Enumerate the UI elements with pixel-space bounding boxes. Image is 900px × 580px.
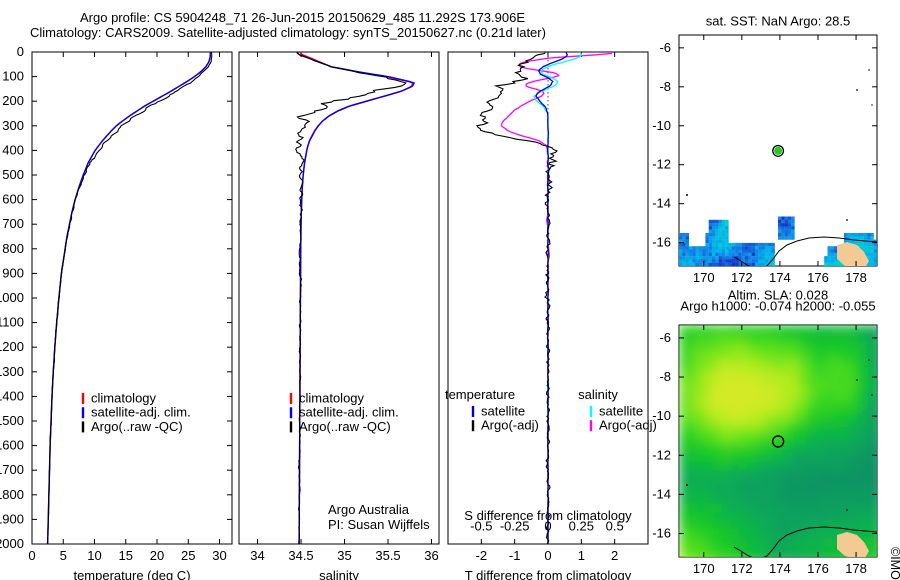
svg-text:climatology: climatology xyxy=(299,391,365,406)
svg-text:34: 34 xyxy=(250,548,264,563)
svg-text:salinity: salinity xyxy=(319,568,359,580)
svg-text:©IMOS 05-Jul-2015 20:40:15: ©IMOS 05-Jul-2015 20:40:15 xyxy=(888,547,900,580)
svg-text:0: 0 xyxy=(17,44,24,59)
svg-text:Argo Australia: Argo Australia xyxy=(328,502,410,517)
svg-text:700: 700 xyxy=(2,216,24,231)
svg-text:Argo(-adj): Argo(-adj) xyxy=(599,418,657,433)
svg-text:170: 170 xyxy=(693,270,715,285)
svg-text:1200: 1200 xyxy=(0,339,24,354)
svg-text:Argo(-adj): Argo(-adj) xyxy=(481,418,539,433)
svg-text:-14: -14 xyxy=(652,486,671,501)
svg-text:1600: 1600 xyxy=(0,438,24,453)
svg-text:-8: -8 xyxy=(659,79,671,94)
svg-text:-8: -8 xyxy=(659,369,671,384)
svg-text:174: 174 xyxy=(769,561,791,576)
svg-text:800: 800 xyxy=(2,241,24,256)
svg-text:0: 0 xyxy=(28,548,35,563)
svg-text:30: 30 xyxy=(212,548,226,563)
svg-text:sat. SST: NaN Argo: 28.5: sat. SST: NaN Argo: 28.5 xyxy=(706,14,851,29)
svg-text:1700: 1700 xyxy=(0,462,24,477)
svg-text:1500: 1500 xyxy=(0,413,24,428)
svg-text:Argo h1000: -0.074 h2000: -0.0: Argo h1000: -0.074 h2000: -0.055 xyxy=(680,298,875,313)
svg-text:-0.5: -0.5 xyxy=(470,519,492,534)
svg-text:900: 900 xyxy=(2,265,24,280)
svg-text:-10: -10 xyxy=(652,118,671,133)
svg-text:temperature: temperature xyxy=(445,387,515,402)
svg-text:-10: -10 xyxy=(652,408,671,423)
svg-text:salinity: salinity xyxy=(578,387,618,402)
svg-text:1: 1 xyxy=(578,548,585,563)
svg-text:500: 500 xyxy=(2,167,24,182)
svg-text:Argo profile: CS 5904248_71 26: Argo profile: CS 5904248_71 26-Jun-2015 … xyxy=(80,10,525,25)
svg-text:178: 178 xyxy=(845,270,867,285)
svg-text:0.25: 0.25 xyxy=(569,519,594,534)
svg-text:34.5: 34.5 xyxy=(288,548,313,563)
svg-text:-12: -12 xyxy=(652,447,671,462)
svg-text:100: 100 xyxy=(2,69,24,84)
svg-text:-0.25: -0.25 xyxy=(500,519,530,534)
svg-text:0: 0 xyxy=(544,548,551,563)
svg-text:-1: -1 xyxy=(509,548,521,563)
svg-text:-2: -2 xyxy=(476,548,488,563)
svg-text:Argo(..raw -QC): Argo(..raw -QC) xyxy=(91,419,183,434)
svg-text:2: 2 xyxy=(611,548,618,563)
svg-text:T difference from climatology: T difference from climatology xyxy=(465,568,632,580)
svg-text:172: 172 xyxy=(731,270,753,285)
svg-text:1900: 1900 xyxy=(0,511,24,526)
svg-text:-14: -14 xyxy=(652,196,671,211)
svg-text:35: 35 xyxy=(337,548,351,563)
svg-text:25: 25 xyxy=(181,548,195,563)
svg-text:176: 176 xyxy=(807,561,829,576)
svg-text:Climatology: CARS2009. Satelli: Climatology: CARS2009. Satellite-adjuste… xyxy=(30,25,546,40)
svg-text:PI: Susan Wijffels: PI: Susan Wijffels xyxy=(328,517,430,532)
svg-text:0: 0 xyxy=(544,519,551,534)
svg-text:600: 600 xyxy=(2,192,24,207)
svg-text:1100: 1100 xyxy=(0,315,24,330)
svg-text:-16: -16 xyxy=(652,235,671,250)
svg-text:1400: 1400 xyxy=(0,388,24,403)
svg-text:2000: 2000 xyxy=(0,536,24,551)
svg-text:35.5: 35.5 xyxy=(375,548,400,563)
svg-text:170: 170 xyxy=(693,561,715,576)
svg-text:-6: -6 xyxy=(659,330,671,345)
svg-text:-12: -12 xyxy=(652,157,671,172)
svg-text:176: 176 xyxy=(807,270,829,285)
svg-text:-16: -16 xyxy=(652,526,671,541)
svg-text:10: 10 xyxy=(87,548,101,563)
svg-text:36: 36 xyxy=(424,548,438,563)
svg-text:172: 172 xyxy=(731,561,753,576)
svg-text:200: 200 xyxy=(2,93,24,108)
svg-text:1300: 1300 xyxy=(0,364,24,379)
svg-text:climatology: climatology xyxy=(91,391,157,406)
svg-text:satellite: satellite xyxy=(481,404,525,419)
svg-text:5: 5 xyxy=(60,548,67,563)
svg-text:1800: 1800 xyxy=(0,487,24,502)
svg-text:0.5: 0.5 xyxy=(606,519,624,534)
svg-text:satellite-adj. clim.: satellite-adj. clim. xyxy=(91,405,191,420)
svg-text:satellite-adj. clim.: satellite-adj. clim. xyxy=(299,405,399,420)
svg-text:Argo(..raw -QC): Argo(..raw -QC) xyxy=(299,419,391,434)
svg-text:15: 15 xyxy=(119,548,133,563)
svg-text:20: 20 xyxy=(150,548,164,563)
svg-text:400: 400 xyxy=(2,142,24,157)
svg-text:178: 178 xyxy=(845,561,867,576)
svg-text:temperature (deg C): temperature (deg C) xyxy=(73,568,190,580)
svg-text:300: 300 xyxy=(2,118,24,133)
svg-text:-6: -6 xyxy=(659,40,671,55)
svg-text:174: 174 xyxy=(769,270,791,285)
svg-text:1000: 1000 xyxy=(0,290,24,305)
svg-text:satellite: satellite xyxy=(599,404,643,419)
